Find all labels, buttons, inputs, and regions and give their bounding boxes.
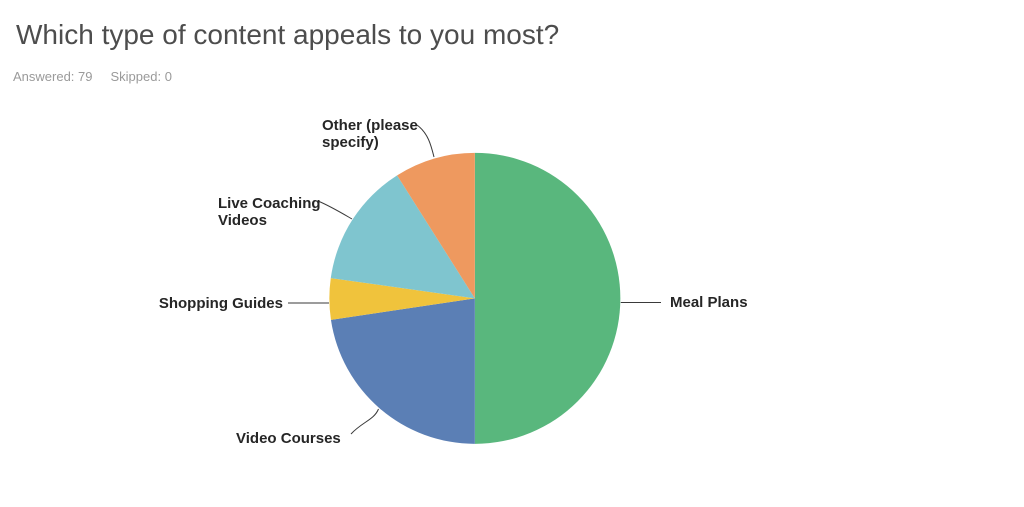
svg-text:Other (please: Other (please: [322, 117, 418, 134]
svg-text:Video Courses: Video Courses: [236, 430, 341, 447]
svg-text:Shopping Guides: Shopping Guides: [159, 295, 283, 312]
svg-text:Videos: Videos: [218, 212, 267, 229]
svg-text:Live Coaching: Live Coaching: [218, 195, 321, 212]
svg-text:specify): specify): [322, 134, 379, 151]
svg-text:Meal Plans: Meal Plans: [670, 294, 748, 311]
